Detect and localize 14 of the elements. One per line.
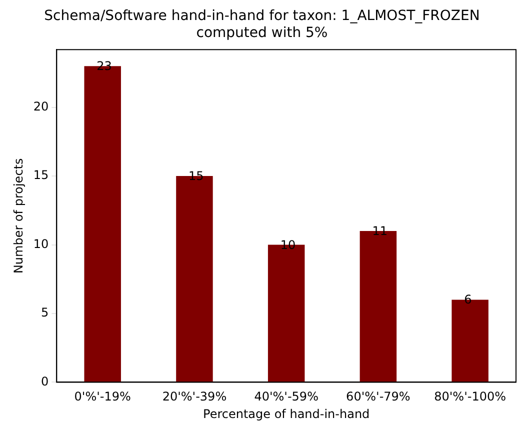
x-tick-label: 40'%'-59% (254, 390, 318, 404)
text: Schema/Software hand-in-hand for taxon: 1_ALMOST_FROZEN (44, 8, 480, 24)
y-tick-label: 5 (41, 306, 49, 320)
y-axis-title: Number of projects (11, 158, 26, 274)
x-tick-label: 80'%'-100% (434, 390, 506, 404)
y-tick-label: 20 (33, 99, 49, 114)
x-tick-label: 0'%'-19% (74, 390, 131, 404)
text: computed with 5% (196, 24, 328, 41)
y-tick-label: 10 (33, 236, 49, 251)
x-tick-label: 60'%'-79% (346, 390, 410, 404)
y-tick-label: 15 (33, 168, 49, 182)
x-tick-label: 20'%'-39% (162, 390, 227, 404)
y-tick-label: 0 (41, 374, 49, 388)
x-axis-title: Percentage of hand-in-hand (203, 406, 370, 421)
